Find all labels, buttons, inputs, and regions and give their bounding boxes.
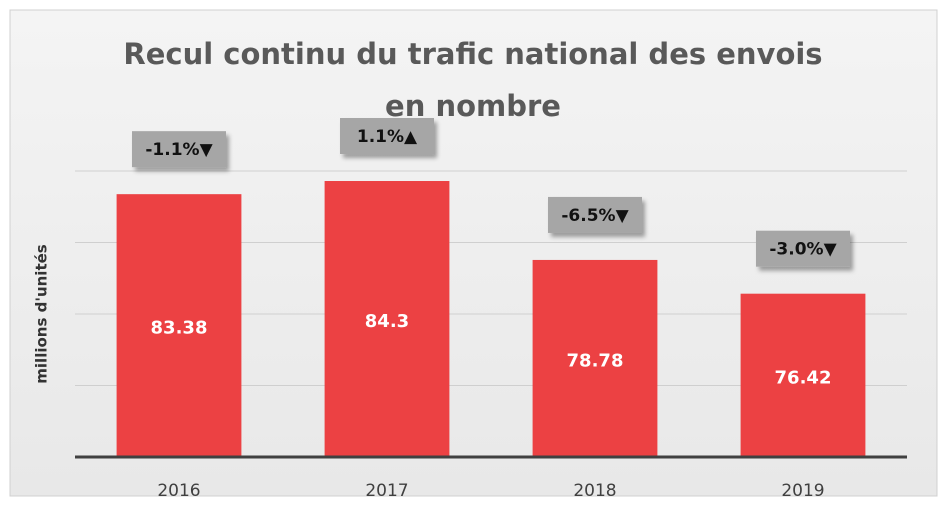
data-label: 83.38 <box>151 318 208 339</box>
bar <box>116 194 242 457</box>
annotation: 1.1%▲ <box>357 127 418 147</box>
data-label: 84.3 <box>365 311 409 332</box>
annotation-box <box>548 196 642 233</box>
x-tick-label: 2018 <box>573 481 616 501</box>
x-tick-label: 2019 <box>781 481 824 501</box>
annotation-box <box>340 118 434 155</box>
data-label: 76.42 <box>775 367 832 388</box>
bar <box>324 181 450 457</box>
annotation-box <box>132 131 226 168</box>
annotation: -3.0%▼ <box>769 240 837 260</box>
bar <box>740 293 866 457</box>
chart-title: Recul continu du trafic national des env… <box>123 37 823 123</box>
x-tick-label: 2016 <box>157 481 200 501</box>
x-tick-label: 2017 <box>365 481 408 501</box>
data-label: 78.78 <box>567 350 624 371</box>
annotation: -1.1%▼ <box>145 140 213 160</box>
annotation: -6.5%▼ <box>561 206 629 226</box>
bar <box>532 259 658 457</box>
annotation-box <box>756 230 850 267</box>
y-axis-label: millions d'unités <box>33 244 51 384</box>
